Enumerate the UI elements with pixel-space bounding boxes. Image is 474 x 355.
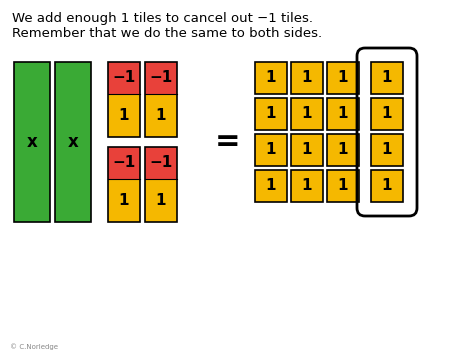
Text: 1: 1 [266, 106, 276, 121]
Text: −1: −1 [149, 70, 173, 85]
Text: 1: 1 [338, 71, 348, 86]
Bar [108, 62, 140, 93]
Bar [327, 134, 359, 166]
Bar [108, 147, 140, 179]
Text: 1: 1 [382, 71, 392, 86]
Text: We add enough 1 tiles to cancel out −1 tiles.: We add enough 1 tiles to cancel out −1 t… [12, 12, 313, 25]
Text: 1: 1 [302, 142, 312, 158]
Bar [255, 62, 287, 94]
Bar [145, 147, 177, 179]
Bar [291, 170, 323, 202]
Bar [255, 134, 287, 166]
Bar [291, 98, 323, 130]
Text: 1: 1 [266, 179, 276, 193]
Bar [371, 98, 403, 130]
Bar [145, 147, 177, 222]
Bar [145, 179, 177, 222]
Bar [108, 62, 140, 137]
Text: −1: −1 [112, 155, 136, 170]
Text: 1: 1 [338, 142, 348, 158]
Text: 1: 1 [382, 106, 392, 121]
Text: 1: 1 [302, 71, 312, 86]
Bar [291, 134, 323, 166]
Bar [371, 62, 403, 94]
Bar [108, 179, 140, 222]
Text: =: = [215, 127, 241, 157]
Text: −1: −1 [112, 70, 136, 85]
Bar [145, 62, 177, 93]
Bar [55, 62, 91, 222]
Bar [108, 93, 140, 137]
Text: x: x [68, 133, 78, 151]
Text: 1: 1 [382, 179, 392, 193]
Text: −1: −1 [149, 155, 173, 170]
Bar [14, 62, 50, 222]
Text: 1: 1 [156, 108, 166, 123]
Bar [255, 98, 287, 130]
Text: 1: 1 [156, 193, 166, 208]
Text: 1: 1 [266, 142, 276, 158]
Text: x: x [27, 133, 37, 151]
Text: 1: 1 [338, 106, 348, 121]
Bar [371, 134, 403, 166]
Text: © C.Norledge: © C.Norledge [10, 343, 58, 350]
Bar [327, 170, 359, 202]
Text: 1: 1 [382, 142, 392, 158]
Bar [327, 98, 359, 130]
Text: 1: 1 [302, 179, 312, 193]
Bar [108, 147, 140, 222]
Text: 1: 1 [302, 106, 312, 121]
Bar [255, 170, 287, 202]
Bar [327, 62, 359, 94]
Bar [145, 62, 177, 137]
Text: 1: 1 [338, 179, 348, 193]
Bar [371, 170, 403, 202]
Text: 1: 1 [119, 108, 129, 123]
Text: 1: 1 [266, 71, 276, 86]
Bar [145, 93, 177, 137]
Bar [291, 62, 323, 94]
Text: Remember that we do the same to both sides.: Remember that we do the same to both sid… [12, 27, 322, 40]
Text: 1: 1 [119, 193, 129, 208]
